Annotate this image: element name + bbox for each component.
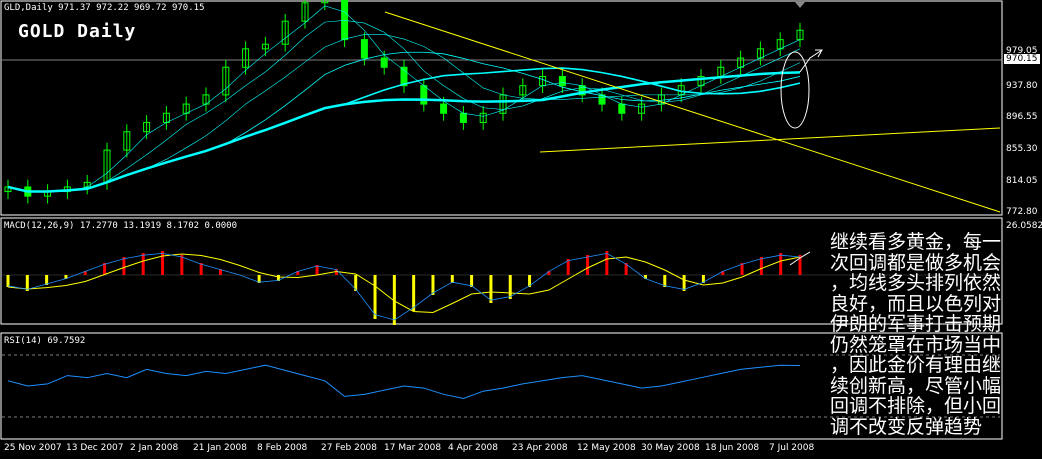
x-axis-label: 4 Apr 2008 [448,443,498,453]
price-axis-label: 814.05 [1006,176,1038,186]
annotation-line: 续创新高，尽管小幅 [830,374,1002,397]
price-candle [123,131,131,151]
price-candle [321,0,329,4]
price-candle [301,2,309,22]
last-price-tag: 970.15 [1004,54,1040,64]
price-candle [519,85,527,96]
x-axis-label: 27 Feb 2008 [321,443,378,453]
moving-average-line [7,71,801,193]
macd-main-line [7,252,801,321]
annotation-line: 良好，而且以色列对 [830,292,1002,315]
annotation-line: ，均线多头排列依然 [830,272,1002,294]
macd-panel-frame [0,217,1003,325]
price-axis-label: 979.05 [1006,46,1038,56]
x-axis-label: 7 Jul 2008 [769,443,815,453]
price-candle [281,20,289,45]
price-candle [420,85,428,105]
ascending-trendline [539,127,1001,153]
symbol-title: GOLD Daily [18,21,137,42]
price-candle [143,121,151,133]
x-axis-label: 18 Jun 2008 [705,443,760,453]
price-candle [242,48,250,68]
price-candle [558,75,566,87]
x-axis-label: 25 Nov 2007 [4,443,62,453]
price-candle [380,57,388,68]
x-axis-label: 12 May 2008 [577,443,636,453]
price-panel-frame [0,0,1003,216]
annotation-line: 调不改变反弹趋势 [830,415,983,438]
moving-average-line [7,5,801,192]
price-candle [222,66,230,96]
rsi-panel-frame [0,332,1003,440]
price-candle [341,0,349,41]
rsi-title: RSI(14) 69.7592 [4,336,86,346]
annotation-line: ，因此金价有理由继 [830,354,1002,376]
highlight-ellipse [780,51,810,129]
x-axis-label: 23 Apr 2008 [512,443,568,453]
price-axis-label: 772.80 [1006,207,1038,217]
price-candle [638,103,646,114]
macd-signal-line [7,253,801,314]
annotation-line: 伊朗的军事打击预期 [830,313,1002,335]
price-candle [360,39,368,59]
annotation-line: 继续看多黄金，每一 [830,231,1002,253]
scroll-marker-icon [795,2,805,8]
price-candle [261,43,269,50]
annotation-text: 继续看多黄金，每一 次回调都是做多机会 ，均线多头排列依然 良好，而且以色列对 伊朗的军… [830,232,1040,437]
x-axis-label: 17 Mar 2008 [384,443,442,453]
macd-axis-label: 26.0582 [1006,221,1042,231]
price-axis-label: 896.55 [1006,112,1038,122]
price-candle [479,112,487,123]
moving-average-line [7,34,801,192]
price-candle [400,66,408,87]
annotation-line: 次回调都是做多机会 [830,251,1002,274]
price-candle [618,103,626,114]
header-info: GLD,Daily 971.37 972.22 969.72 970.15 [4,3,205,13]
up-arrow-head-icon [815,49,823,58]
x-axis-label: 13 Dec 2007 [66,443,124,453]
annotation-line: 仍然笼罩在市场当中 [830,333,1002,356]
x-axis-label: 8 Feb 2008 [257,443,308,453]
moving-average-line [7,19,801,192]
price-axis-label: 937.80 [1006,81,1038,91]
annotation-line: 回调不排除，但小回 [830,395,1002,417]
x-axis-label: 30 May 2008 [641,443,700,453]
up-arrow-icon [799,49,823,73]
x-axis-label: 2 Jan 2008 [130,443,179,453]
rsi-line [7,364,801,399]
x-axis-label: 21 Jan 2008 [193,443,247,453]
macd-title: MACD(12,26,9) 17.2770 13.1919 8.1702 0.0… [4,221,237,231]
price-axis-label: 855.30 [1006,144,1038,154]
price-candle [440,103,448,114]
descending-trendline [384,11,1001,213]
price-candle [459,112,467,123]
macd-up-arrow-icon [789,251,811,266]
